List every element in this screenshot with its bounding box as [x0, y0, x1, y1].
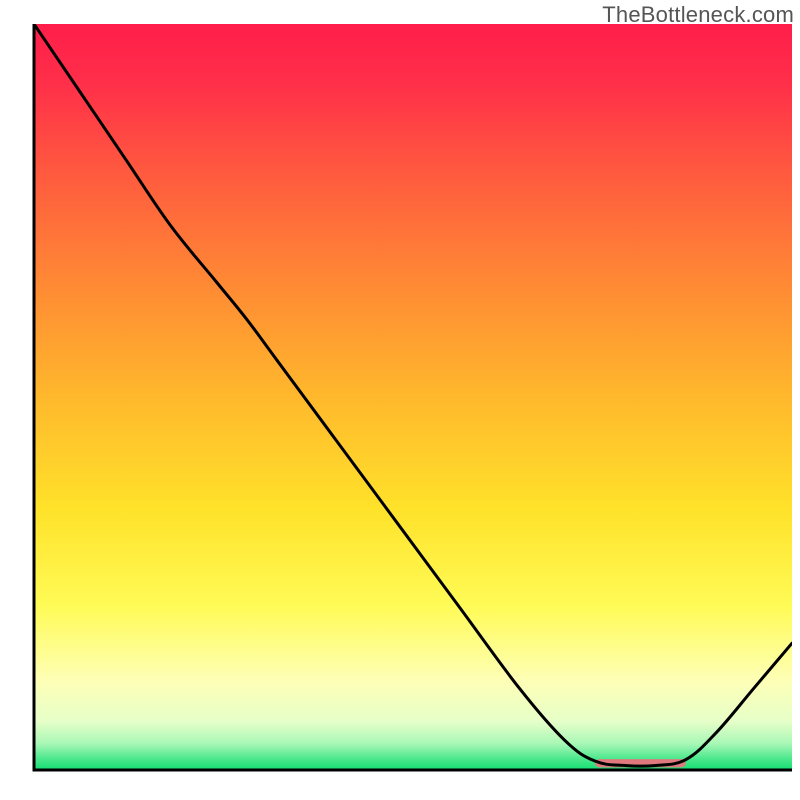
bottleneck-chart [0, 0, 800, 800]
chart-container: TheBottleneck.com [0, 0, 800, 800]
watermark-text: TheBottleneck.com [602, 2, 794, 28]
plot-background [34, 24, 792, 770]
